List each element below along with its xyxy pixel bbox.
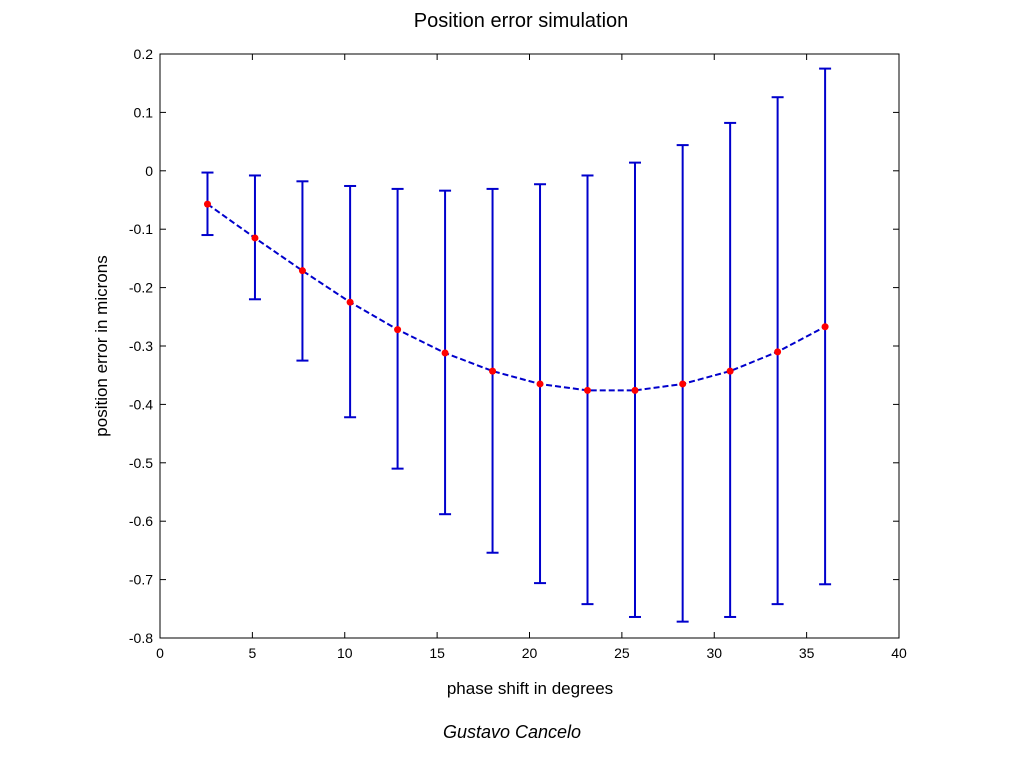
- data-points: [203, 200, 829, 394]
- data-point: [394, 326, 402, 334]
- y-tick-label: -0.1: [129, 221, 153, 237]
- x-tick-label: 10: [337, 645, 353, 661]
- data-point: [346, 298, 354, 306]
- x-tick-label: 25: [614, 645, 630, 661]
- y-tick-label: 0.1: [134, 104, 154, 120]
- x-tick-label: 0: [156, 645, 164, 661]
- y-tick-label: -0.3: [129, 338, 153, 354]
- y-tick-label: -0.5: [129, 455, 153, 471]
- data-point: [726, 367, 734, 375]
- data-point: [203, 200, 211, 208]
- x-tick-label: 35: [799, 645, 815, 661]
- plot-area: [159, 53, 900, 639]
- data-point: [679, 380, 687, 388]
- y-tick-label: -0.4: [129, 396, 153, 412]
- data-point: [536, 380, 544, 388]
- x-axis-label: phase shift in degrees: [447, 679, 613, 698]
- x-tick-label: 20: [522, 645, 538, 661]
- y-axis-label: position error in microns: [92, 255, 111, 436]
- error-bars: [201, 67, 832, 623]
- author-credit: Gustavo Cancelo: [442, 722, 582, 742]
- y-tick-label: -0.6: [129, 513, 153, 529]
- y-tick-label: -0.7: [129, 572, 153, 588]
- axis-ticks: 0 5 10 15 20 25 30 35 40 0.2 0.1 0 -0.1 -0.2 -0.3 -0.4 -…: [129, 46, 907, 661]
- x-tick-label: 40: [891, 645, 907, 661]
- data-point: [298, 267, 306, 275]
- chart-title: Position error simulation: [414, 10, 629, 32]
- y-tick-label: -0.8: [129, 630, 153, 646]
- data-point: [821, 323, 829, 331]
- data-point: [774, 348, 782, 356]
- data-point: [441, 349, 449, 357]
- data-point: [251, 234, 259, 242]
- x-tick-label: 30: [706, 645, 722, 661]
- series-line: [206, 203, 826, 392]
- y-tick-label: -0.2: [129, 280, 153, 296]
- data-point: [631, 386, 639, 394]
- y-tick-label: 0.2: [134, 46, 154, 62]
- x-tick-label: 5: [248, 645, 256, 661]
- y-tick-label: 0: [145, 163, 153, 179]
- x-tick-label: 15: [429, 645, 445, 661]
- data-point: [489, 367, 497, 375]
- data-point: [584, 386, 592, 394]
